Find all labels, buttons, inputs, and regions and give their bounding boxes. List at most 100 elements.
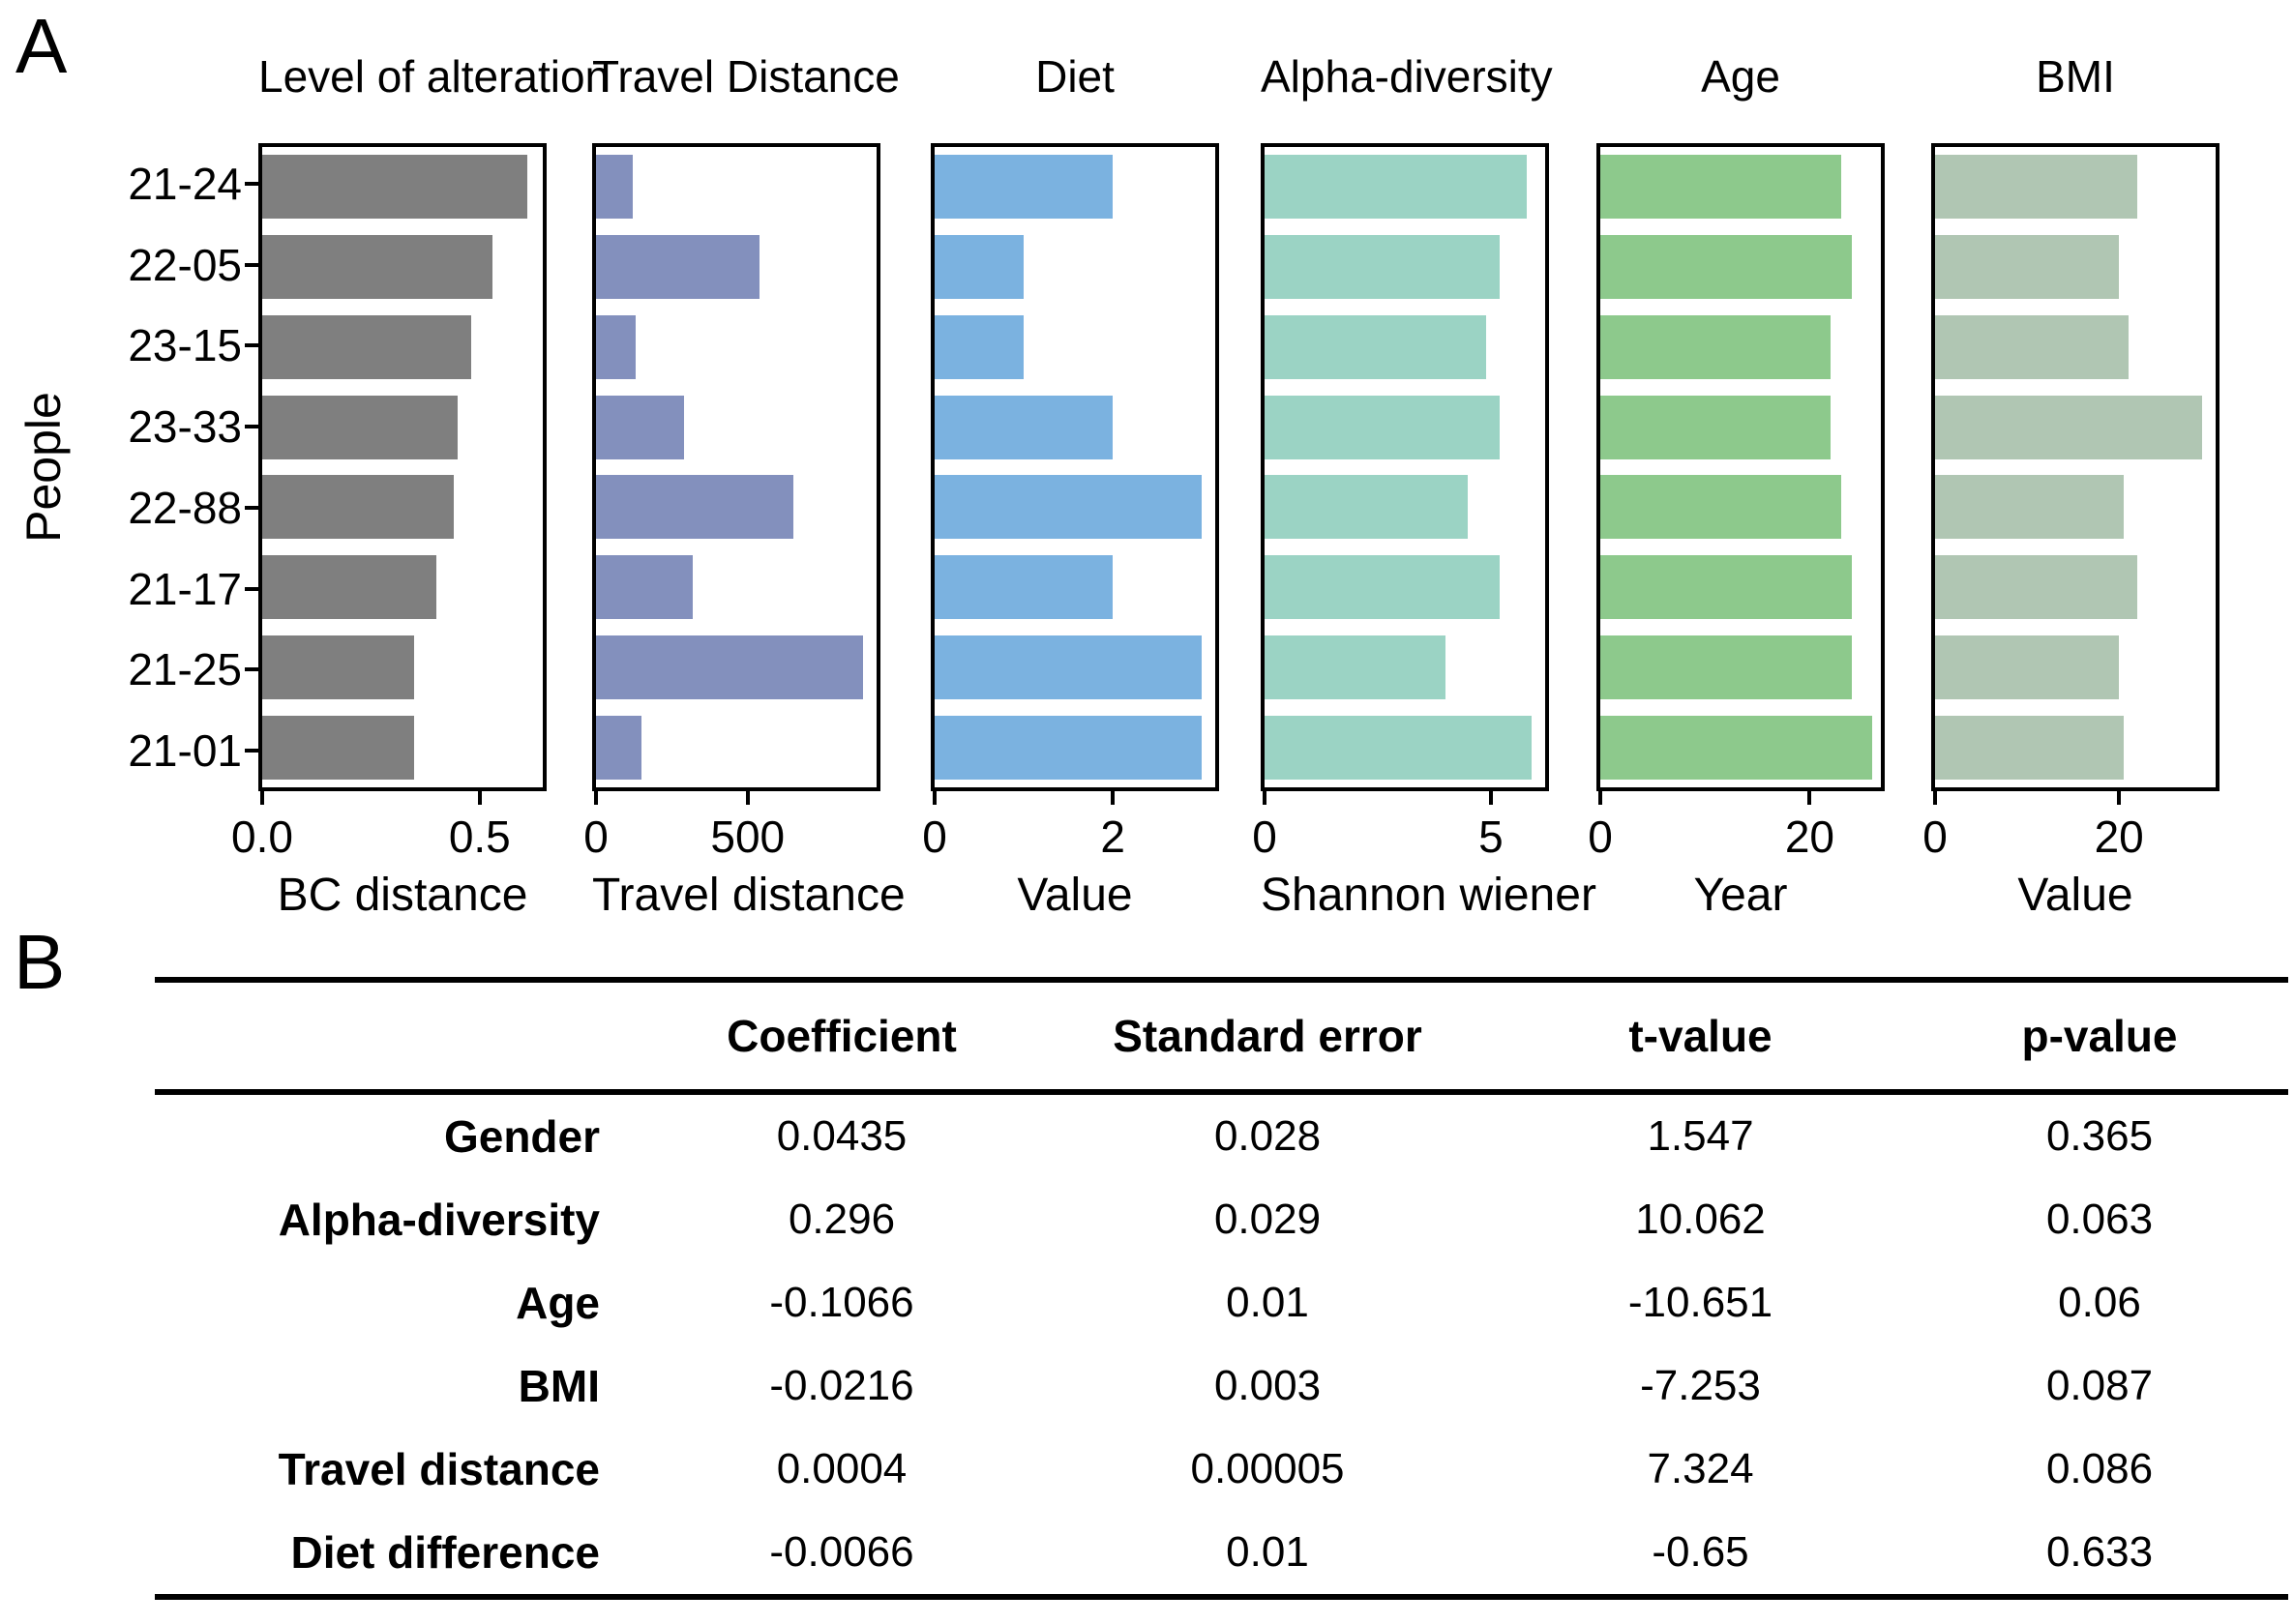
table-header-cell: p-value [2021,1011,2178,1061]
y-category-label: 23-15 [128,320,242,371]
table-header-cell: Coefficient [727,1011,957,1061]
x-axis-tick [2117,791,2122,805]
x-axis-title: Value [2017,870,2133,921]
x-axis-tick [260,791,264,805]
table-row-label: Travel distance [278,1444,600,1494]
bar-slot [262,467,543,547]
bar-slot [596,227,877,308]
x-axis-tick [477,791,482,805]
bar [1600,635,1852,699]
table-value-cell: 0.633 [2045,1528,2154,1576]
x-axis-tick-label: 20 [1784,812,1834,862]
x-axis-tick [594,791,598,805]
table-value-cell: 0.0004 [776,1445,908,1492]
table-value-cell: 0.003 [1213,1362,1322,1409]
x-axis-title: BC distance [277,870,528,921]
table-value-cell: 0.00005 [1190,1445,1345,1492]
table-value-cell: -0.1066 [769,1279,914,1326]
bar [596,314,636,379]
bar-slot [935,147,1215,227]
bar-slot [1265,707,1545,787]
table-row: Alpha-diversity 0.296 0.029 10.062 0.063 [155,1178,2288,1261]
bar-slot [1600,547,1881,628]
table-value-cell: 0.01 [1226,1528,1309,1576]
y-axis-tick [245,262,258,267]
bar [1265,235,1501,300]
y-axis-tick [245,181,258,186]
table-row-label: Alpha-diversity [278,1195,600,1245]
chart-plot-area [1261,143,1549,791]
bar [935,395,1114,459]
y-category-label: 21-01 [128,725,242,777]
chart-title: Alpha-diversity [1261,51,1553,102]
bar-slot [935,707,1215,787]
chart-title: Level of alteration [258,51,611,102]
chart-title: Age [1701,51,1780,102]
table-value-cell: 0.365 [2045,1112,2154,1160]
y-axis-tick [245,749,258,753]
bar [1265,314,1487,379]
bar-slot [596,308,877,388]
x-axis-tick-label: 0.5 [448,812,511,862]
table-value-cell: 0.01 [1226,1279,1309,1326]
x-axis-title: Value [1017,870,1133,921]
bar [1935,715,2124,780]
chart-title: Travel Distance [592,51,900,102]
y-axis-tick [245,667,258,672]
bar-slot [935,547,1215,628]
bar [1265,555,1501,620]
bar [935,635,1203,699]
table-value-cell: 0.087 [2045,1362,2154,1409]
bar-slot [1935,547,2216,628]
y-axis-tick [245,586,258,591]
bar [596,395,684,459]
bar [596,715,642,780]
x-axis-tick-label: 0 [1252,812,1277,862]
y-axis-tick [245,505,258,510]
x-axis-tick [1598,791,1602,805]
bar-slot [935,387,1215,467]
table-row-label: Age [516,1278,600,1328]
bar [1265,395,1501,459]
bar [935,235,1025,300]
bar-slot [262,387,543,467]
bar [262,235,493,300]
x-axis-tick [745,791,750,805]
bar-slot [1265,547,1545,628]
bar-slot [262,547,543,628]
x-axis-title: Shannon wiener [1261,870,1596,921]
bar [1600,715,1873,780]
bar-slot [596,147,877,227]
bar [1935,155,2138,220]
x-axis-tick-label: 0 [583,812,609,862]
chart-plot-area [258,143,547,791]
x-axis-tick-label: 500 [710,812,786,862]
bar-slot [1935,467,2216,547]
bar-slot [1265,308,1545,388]
bar-slot [596,628,877,708]
x-axis-tick [1263,791,1266,805]
bar-slot [1600,147,1881,227]
bar-slot [1265,147,1545,227]
panel-a-label: A [15,3,68,89]
x-axis-tick-label: 0 [1922,812,1948,862]
bar [1935,635,2120,699]
bar [935,555,1114,620]
table-value-cell: 0.063 [2045,1196,2154,1243]
panel-b-label: B [14,919,66,1005]
bar [1600,395,1832,459]
bar-slot [1935,387,2216,467]
table-row: Gender 0.0435 0.028 1.547 0.365 [155,1095,2288,1178]
chart-title: Diet [1035,51,1115,102]
bar-slot [935,308,1215,388]
table-value-cell: 0.296 [788,1196,896,1243]
bar [1265,635,1446,699]
bar [596,555,694,620]
x-axis-tick [1807,791,1812,805]
x-axis-tick-label: 0 [922,812,947,862]
bar-slot [262,628,543,708]
bar-slot [935,628,1215,708]
x-axis-title: Travel distance [592,870,906,921]
table-header-cell: Standard error [1113,1011,1422,1061]
